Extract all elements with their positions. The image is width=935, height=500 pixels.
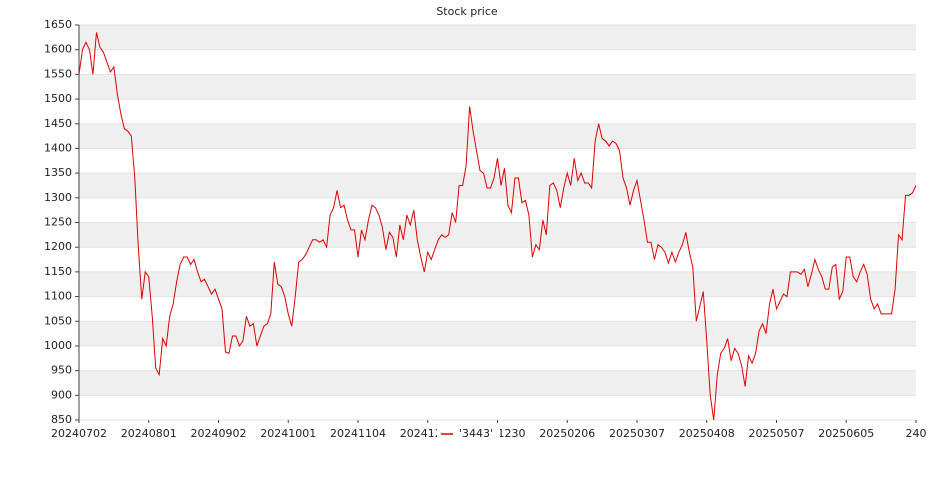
- x-tick-label: 20241001: [260, 427, 316, 440]
- y-tick-label: 1550: [44, 67, 72, 80]
- x-tick-label: 20250307: [609, 427, 665, 440]
- x-tick-label: 20240801: [121, 427, 177, 440]
- y-tick-label: 1300: [44, 191, 72, 204]
- y-tick-label: 1650: [44, 18, 72, 31]
- y-tick-label: 1600: [44, 43, 72, 56]
- grid-band: [79, 123, 916, 149]
- y-tick-label: 950: [51, 364, 72, 377]
- x-tick-label: 20250507: [749, 427, 805, 440]
- x-tick-label: 20250408: [679, 427, 735, 440]
- grid-band: [79, 25, 916, 50]
- y-tick-label: 850: [51, 413, 72, 426]
- y-tick-label: 1150: [44, 265, 72, 278]
- x-tick-label: 20240702: [51, 427, 107, 440]
- grid-band: [79, 370, 916, 396]
- y-tick-label: 1450: [44, 117, 72, 130]
- y-tick-label: 1000: [44, 339, 72, 352]
- price-line: [78, 32, 917, 421]
- grid-band: [79, 321, 916, 346]
- y-tick-label: 900: [51, 388, 72, 401]
- x-tick-label: 20240902: [191, 427, 247, 440]
- y-tick-label: 1350: [44, 166, 72, 179]
- y-tick-label: 1500: [44, 92, 72, 105]
- grid-band: [79, 271, 916, 297]
- legend: '3443': [437, 426, 500, 442]
- y-tick-label: 1400: [44, 141, 72, 154]
- x-tick-label: 240: [906, 427, 927, 440]
- chart-title: Stock price: [436, 5, 498, 18]
- y-tick-label: 1050: [44, 314, 72, 327]
- grid-band: [79, 222, 916, 248]
- y-tick-label: 1200: [44, 240, 72, 253]
- y-tick-label: 1250: [44, 216, 72, 229]
- y-tick-label: 1100: [44, 290, 72, 303]
- legend-box: [437, 426, 500, 442]
- x-tick-label: 20250605: [818, 427, 874, 440]
- x-tick-label: 20250206: [539, 427, 595, 440]
- legend-label: '3443': [459, 427, 493, 440]
- grid-band: [79, 173, 916, 198]
- grid-band: [79, 74, 916, 100]
- x-tick-label: 20241104: [330, 427, 386, 440]
